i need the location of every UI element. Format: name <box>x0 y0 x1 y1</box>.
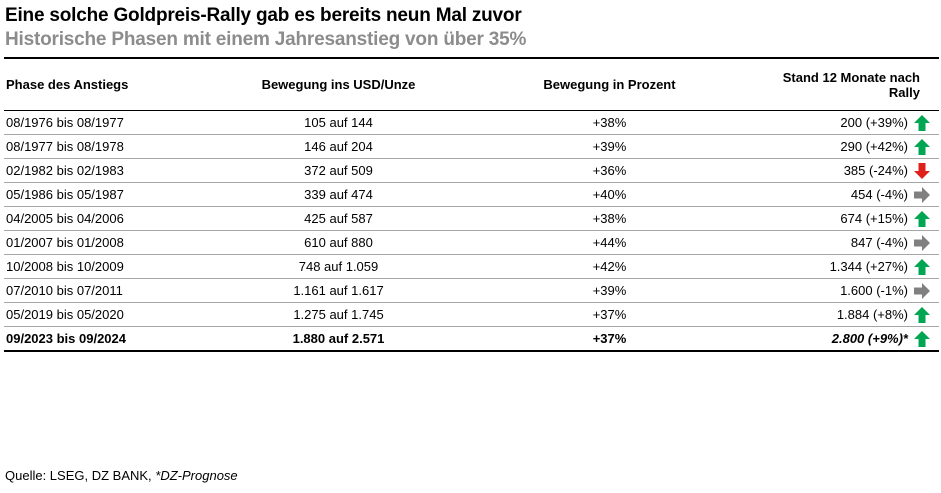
cell-percent: +39% <box>466 278 753 303</box>
cell-phase: 05/2019 bis 05/2020 <box>4 302 211 327</box>
table-row: 10/2008 bis 10/2009 748 auf 1.059 +42% 1.34… <box>4 254 939 279</box>
cell-after-value: 1.600 (-1%) <box>840 283 908 298</box>
page-title: Eine solche Goldpreis-Rally gab es berei… <box>5 5 522 26</box>
cell-movement: 105 auf 144 <box>211 110 466 135</box>
cell-percent: +44% <box>466 230 753 255</box>
cell-percent: +37% <box>466 326 753 352</box>
cell-after: 1.344 (+27%) <box>753 254 939 279</box>
arrow-down-icon <box>913 162 931 180</box>
cell-after: 454 (-4%) <box>753 182 939 207</box>
cell-after-value: 674 (+15%) <box>840 211 908 226</box>
cell-percent: +36% <box>466 158 753 183</box>
table-row: 08/1976 bis 08/1977 105 auf 144 +38% 200 (+… <box>4 110 939 135</box>
cell-phase: 09/2023 bis 09/2024 <box>4 326 211 352</box>
cell-movement: 610 auf 880 <box>211 230 466 255</box>
source-text: Quelle: LSEG, DZ BANK, <box>5 468 156 483</box>
cell-phase: 10/2008 bis 10/2009 <box>4 254 211 279</box>
col-header-percent: Bewegung in Prozent <box>466 59 753 111</box>
col-header-phase: Phase des Anstiegs <box>4 59 211 111</box>
col-header-after: Stand 12 Monate nach Rally <box>753 59 939 111</box>
cell-movement: 1.275 auf 1.745 <box>211 302 466 327</box>
cell-after: 2.800 (+9%)* <box>753 326 939 352</box>
cell-after-value: 454 (-4%) <box>850 187 908 202</box>
arrow-right-icon <box>913 234 931 252</box>
arrow-up-icon <box>913 114 931 132</box>
cell-percent: +42% <box>466 254 753 279</box>
cell-after-value: 290 (+42%) <box>840 139 908 154</box>
header-rule <box>4 57 939 59</box>
cell-after-value: 847 (-4%) <box>850 235 908 250</box>
cell-movement: 1.161 auf 1.617 <box>211 278 466 303</box>
cell-movement: 425 auf 587 <box>211 206 466 231</box>
cell-after: 674 (+15%) <box>753 206 939 231</box>
table-row: 04/2005 bis 04/2006 425 auf 587 +38% 674 (+… <box>4 206 939 231</box>
cell-percent: +38% <box>466 206 753 231</box>
cell-percent: +38% <box>466 110 753 135</box>
cell-after-value: 1.344 (+27%) <box>829 259 908 274</box>
table-row: 09/2023 bis 09/2024 1.880 auf 2.571 +37% 2.… <box>4 326 939 352</box>
source-note: Quelle: LSEG, DZ BANK, *DZ-Prognose <box>5 468 238 483</box>
cell-after: 385 (-24%) <box>753 158 939 183</box>
table-body: 08/1976 bis 08/1977 105 auf 144 +38% 200 (+… <box>4 110 939 352</box>
arrow-right-icon <box>913 186 931 204</box>
table-row: 02/1982 bis 02/1983 372 auf 509 +36% 385 (-… <box>4 158 939 183</box>
cell-phase: 08/1977 bis 08/1978 <box>4 134 211 159</box>
cell-phase: 04/2005 bis 04/2006 <box>4 206 211 231</box>
table-row: 05/1986 bis 05/1987 339 auf 474 +40% 454 (-… <box>4 182 939 207</box>
cell-after-value: 1.884 (+8%) <box>836 307 908 322</box>
cell-after: 847 (-4%) <box>753 230 939 255</box>
arrow-up-icon <box>913 258 931 276</box>
cell-movement: 748 auf 1.059 <box>211 254 466 279</box>
table-row: 07/2010 bis 07/2011 1.161 auf 1.617 +39% 1.… <box>4 278 939 303</box>
table-row: 05/2019 bis 05/2020 1.275 auf 1.745 +37% 1.… <box>4 302 939 327</box>
cell-after-value: 200 (+39%) <box>840 115 908 130</box>
cell-phase: 07/2010 bis 07/2011 <box>4 278 211 303</box>
gold-rally-table: Phase des Anstiegs Bewegung ins USD/Unze… <box>4 59 939 352</box>
cell-phase: 05/1986 bis 05/1987 <box>4 182 211 207</box>
cell-after-value: 385 (-24%) <box>843 163 908 178</box>
table-row: 08/1977 bis 08/1978 146 auf 204 +39% 290 (+… <box>4 134 939 159</box>
col-header-movement: Bewegung ins USD/Unze <box>211 59 466 111</box>
cell-phase: 02/1982 bis 02/1983 <box>4 158 211 183</box>
cell-after: 290 (+42%) <box>753 134 939 159</box>
table-row: 01/2007 bis 01/2008 610 auf 880 +44% 847 (-… <box>4 230 939 255</box>
cell-movement: 339 auf 474 <box>211 182 466 207</box>
forecast-note: *DZ-Prognose <box>155 468 238 483</box>
arrow-up-icon <box>913 138 931 156</box>
arrow-up-icon <box>913 306 931 324</box>
arrow-right-icon <box>913 282 931 300</box>
table-header-row: Phase des Anstiegs Bewegung ins USD/Unze… <box>4 59 939 111</box>
cell-movement: 1.880 auf 2.571 <box>211 326 466 352</box>
cell-after: 200 (+39%) <box>753 110 939 135</box>
cell-movement: 372 auf 509 <box>211 158 466 183</box>
page-subtitle: Historische Phasen mit einem Jahresansti… <box>5 29 527 50</box>
cell-phase: 01/2007 bis 01/2008 <box>4 230 211 255</box>
cell-after: 1.884 (+8%) <box>753 302 939 327</box>
cell-movement: 146 auf 204 <box>211 134 466 159</box>
arrow-up-icon <box>913 330 931 348</box>
cell-percent: +37% <box>466 302 753 327</box>
cell-phase: 08/1976 bis 08/1977 <box>4 110 211 135</box>
cell-percent: +40% <box>466 182 753 207</box>
cell-after: 1.600 (-1%) <box>753 278 939 303</box>
arrow-up-icon <box>913 210 931 228</box>
cell-percent: +39% <box>466 134 753 159</box>
cell-after-value: 2.800 (+9%)* <box>831 331 908 346</box>
